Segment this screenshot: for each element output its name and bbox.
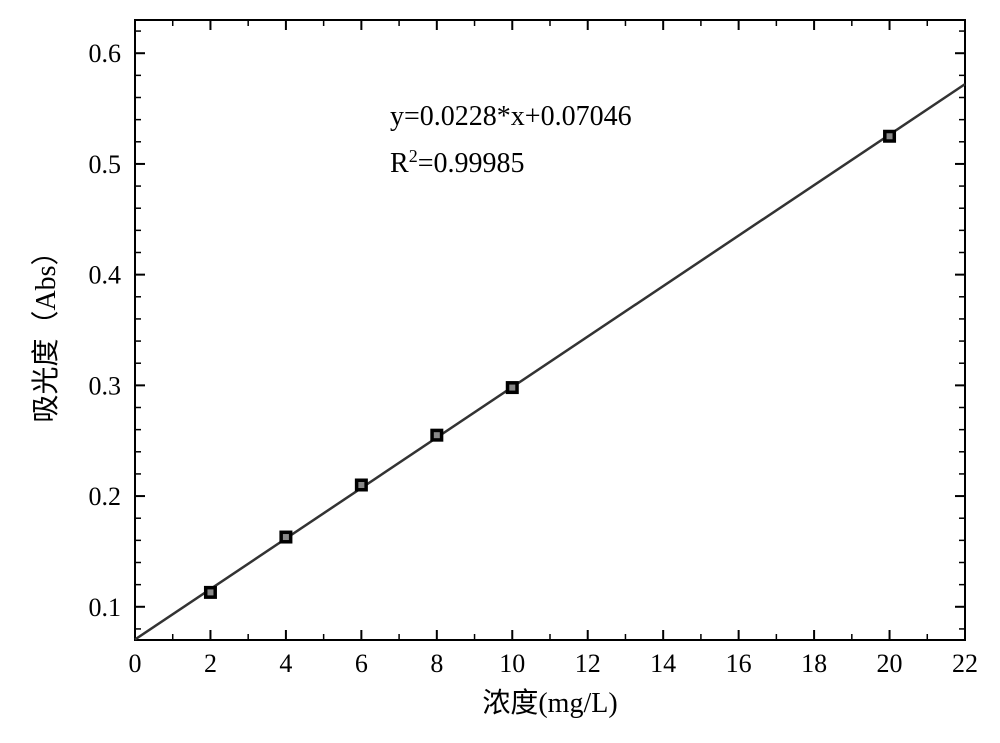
- data-marker-core: [207, 589, 213, 595]
- x-tick-label: 12: [575, 649, 601, 678]
- x-tick-label: 20: [877, 649, 903, 678]
- data-marker-core: [358, 482, 364, 488]
- x-axis-label: 浓度(mg/L): [482, 687, 617, 719]
- y-tick-label: 0.5: [89, 150, 122, 179]
- data-marker-core: [283, 534, 289, 540]
- y-tick-label: 0.1: [89, 593, 122, 622]
- chart-container: 0 2 4 6 8 10 12 14 16 18 20 22 0.1 0.2 0.3 0.4 0.5 0.6 浓度(…: [0, 0, 1000, 743]
- x-tick-label: 10: [499, 649, 525, 678]
- y-tick-label: 0.6: [89, 39, 122, 68]
- x-tick-label: 4: [279, 649, 292, 678]
- y-tick-label: 0.3: [89, 371, 122, 400]
- annotation-equation: y=0.0228*x+0.07046: [390, 101, 632, 132]
- annotation-r2: R2=0.99985: [390, 146, 524, 179]
- x-tick-label: 6: [355, 649, 368, 678]
- x-tick-label: 22: [952, 649, 978, 678]
- x-tick-label: 18: [801, 649, 827, 678]
- x-tick-label: 2: [204, 649, 217, 678]
- x-tick-label: 0: [129, 649, 142, 678]
- y-axis-label: 吸光度（Abs）: [30, 237, 62, 422]
- data-marker-core: [434, 432, 440, 438]
- x-tick-label: 14: [650, 649, 676, 678]
- chart-svg: 0 2 4 6 8 10 12 14 16 18 20 22 0.1 0.2 0.3 0.4 0.5 0.6 浓度(…: [0, 0, 1000, 743]
- regression-line: [135, 84, 965, 639]
- data-marker-core: [509, 385, 515, 391]
- y-tick-label: 0.2: [89, 482, 122, 511]
- x-tick-label: 16: [726, 649, 752, 678]
- data-marker-core: [887, 133, 893, 139]
- y-tick-label: 0.4: [89, 261, 122, 290]
- x-tick-label: 8: [430, 649, 443, 678]
